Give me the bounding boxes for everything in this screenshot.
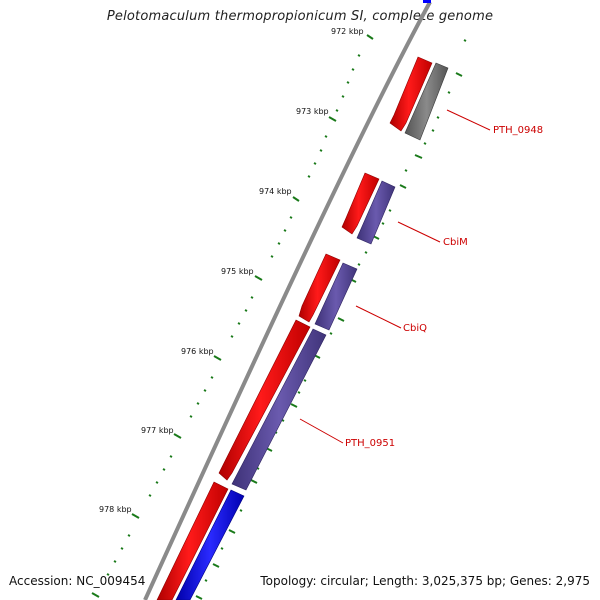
inner-tick-ring — [195, 39, 467, 600]
gene-PTH_0951[interactable] — [231, 328, 327, 491]
outer-tick-ring — [91, 34, 374, 598]
axis-tick-label: 978 kbp — [99, 505, 132, 514]
axis-tick-labels: 972 kbp 973 kbp 974 kbp 975 kbp 976 kbp … — [99, 27, 364, 514]
axis-tick-label: 974 kbp — [259, 187, 292, 196]
gene-label-PTH_0951[interactable]: PTH_0951 — [345, 438, 395, 449]
axis-tick-label: 976 kbp — [181, 347, 214, 356]
gene-PTH_0948[interactable] — [404, 62, 449, 141]
gene-label-PTH_0948[interactable]: PTH_0948 — [493, 125, 543, 136]
gene-CbiQ[interactable] — [314, 262, 358, 331]
genome-summary-label: Topology: circular; Length: 3,025,375 bp… — [260, 574, 590, 588]
gene-reverse-blue[interactable] — [175, 489, 245, 600]
accession-label: Accession: NC_009454 — [9, 574, 146, 588]
axis-tick-label: 973 kbp — [296, 107, 329, 116]
axis-tick-label: 977 kbp — [141, 426, 174, 435]
gene-CbiM[interactable] — [356, 180, 396, 245]
gene-forward-3[interactable] — [298, 253, 341, 323]
axis-tick-label: 975 kbp — [221, 267, 254, 276]
genome-backbone — [143, 1, 432, 600]
gene-forward-4[interactable] — [218, 319, 311, 481]
gene-forward-5[interactable] — [156, 481, 229, 600]
gene-partial-top[interactable] — [423, 0, 431, 3]
gene-callouts — [299, 109, 491, 444]
page-title: Pelotomaculum thermopropionicum SI, comp… — [106, 9, 494, 24]
gene-forward-2[interactable] — [341, 172, 380, 235]
gene-label-CbiQ[interactable]: CbiQ — [403, 323, 427, 334]
axis-tick-label: 972 kbp — [331, 27, 364, 36]
gene-label-CbiM[interactable]: CbiM — [443, 237, 468, 248]
gene-forward-1[interactable] — [389, 56, 433, 132]
